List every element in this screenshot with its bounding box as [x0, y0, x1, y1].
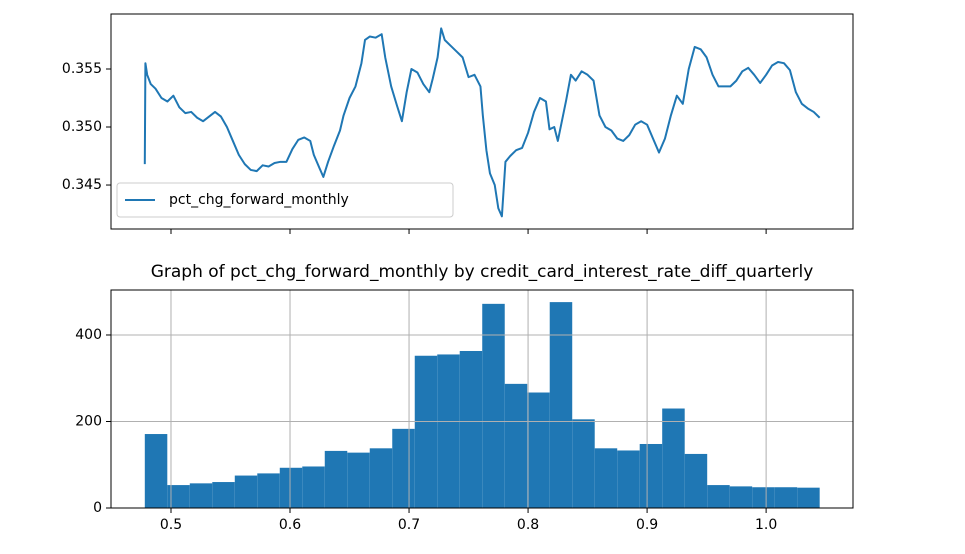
- x-tick-label: 0.9: [636, 517, 658, 533]
- chart-title: Graph of pct_chg_forward_monthly by cred…: [151, 262, 814, 282]
- bar: [639, 443, 663, 508]
- x-tick-label: 0.8: [517, 517, 539, 533]
- bar: [437, 354, 460, 508]
- legend-label: pct_chg_forward_monthly: [169, 192, 349, 208]
- x-tick-label: 0.7: [398, 517, 420, 533]
- y-tick-label: 200: [75, 413, 102, 429]
- bar: [347, 452, 370, 508]
- bar: [257, 473, 280, 508]
- bar: [617, 450, 640, 508]
- bar: [392, 428, 415, 508]
- y-tick-label: 0.355: [62, 61, 102, 77]
- bar: [527, 392, 550, 508]
- axes-frame: [110, 289, 854, 509]
- x-tick-label: 0.5: [160, 517, 182, 533]
- bar: [324, 450, 348, 508]
- legend-box: [116, 182, 454, 218]
- bar: [504, 383, 528, 508]
- y-tick-label: 0.345: [62, 177, 102, 193]
- bar: [729, 486, 753, 508]
- bar: [414, 355, 438, 508]
- x-tick-label: 0.6: [279, 517, 301, 533]
- bar: [369, 448, 393, 508]
- bar: [279, 467, 303, 508]
- y-tick-label: 400: [75, 327, 102, 343]
- bar: [482, 303, 505, 508]
- axes-frame: [110, 13, 854, 230]
- line-series: [143, 27, 821, 218]
- x-tick-label: 1.0: [755, 517, 777, 533]
- bar: [167, 485, 190, 508]
- bar: [684, 453, 708, 508]
- bar: [144, 434, 168, 508]
- bar: [189, 483, 213, 508]
- bar: [234, 475, 258, 508]
- bar: [662, 408, 685, 508]
- bar: [302, 466, 325, 508]
- bar: [572, 419, 595, 508]
- bar: [752, 487, 775, 508]
- y-tick-label: 0: [93, 500, 102, 516]
- bar: [797, 487, 820, 508]
- bar: [549, 302, 573, 508]
- bar: [774, 487, 798, 508]
- bar: [594, 448, 618, 508]
- bar: [212, 482, 235, 508]
- bar: [459, 350, 483, 508]
- bar: [707, 485, 730, 508]
- y-tick-label: 0.350: [62, 119, 102, 135]
